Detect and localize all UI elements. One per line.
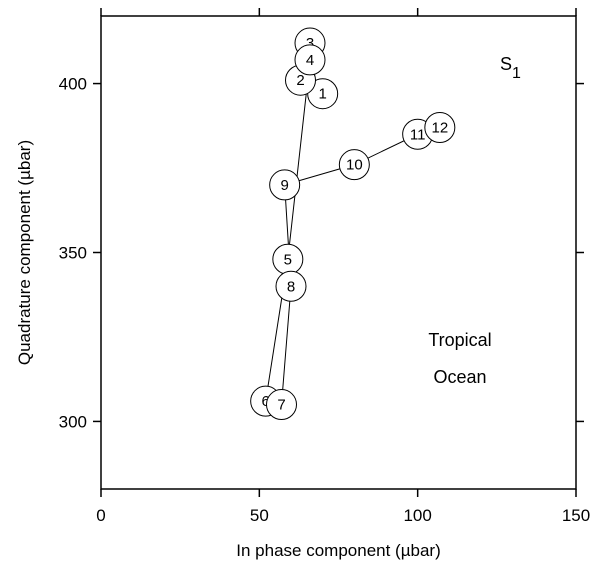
data-point-12 [424, 111, 456, 143]
data-point-label-4: 4 [306, 52, 314, 69]
x-axis-title: In phase component (µbar) [236, 541, 440, 560]
y-axis-title: Quadrature component (µbar) [15, 140, 34, 365]
x-tick-label: 100 [403, 506, 431, 525]
phase-trace-line [265, 42, 440, 406]
data-point-4 [294, 44, 326, 76]
data-point-label-12: 12 [431, 119, 448, 136]
plot-frame [100, 15, 577, 490]
y-tick-label: 400 [59, 75, 87, 94]
annotation-line-1: Tropical [428, 330, 491, 350]
data-point-label-11: 11 [410, 126, 426, 143]
data-point-label-5: 5 [284, 251, 292, 268]
data-point-8 [275, 270, 307, 302]
data-point-label-10: 10 [346, 157, 363, 174]
x-tick-label: 50 [250, 506, 269, 525]
data-point-9 [269, 169, 301, 201]
y-tick-label: 300 [59, 412, 87, 431]
x-tick-label: 0 [96, 506, 105, 525]
axis-ticks: 0 50 100 150 300 350 400 [59, 8, 590, 525]
data-point-7 [266, 389, 297, 421]
x-tick-label: 150 [562, 506, 590, 525]
data-point-label-3: 3 [306, 35, 314, 52]
annotation-line-2: Ocean [433, 367, 486, 387]
data-point-10 [338, 149, 370, 181]
data-point-label-8: 8 [287, 278, 295, 295]
data-point-label-1: 1 [318, 86, 326, 103]
data-point-label-7: 7 [277, 397, 285, 414]
data-point-label-9: 9 [280, 177, 288, 194]
y-tick-label: 350 [59, 244, 87, 263]
data-point-label-2: 2 [296, 72, 304, 89]
data-point-label-6: 6 [261, 393, 269, 410]
panel-title-main: S [500, 54, 512, 74]
panel-title: S1 [500, 54, 521, 82]
panel-title-subscript: 1 [512, 65, 521, 82]
